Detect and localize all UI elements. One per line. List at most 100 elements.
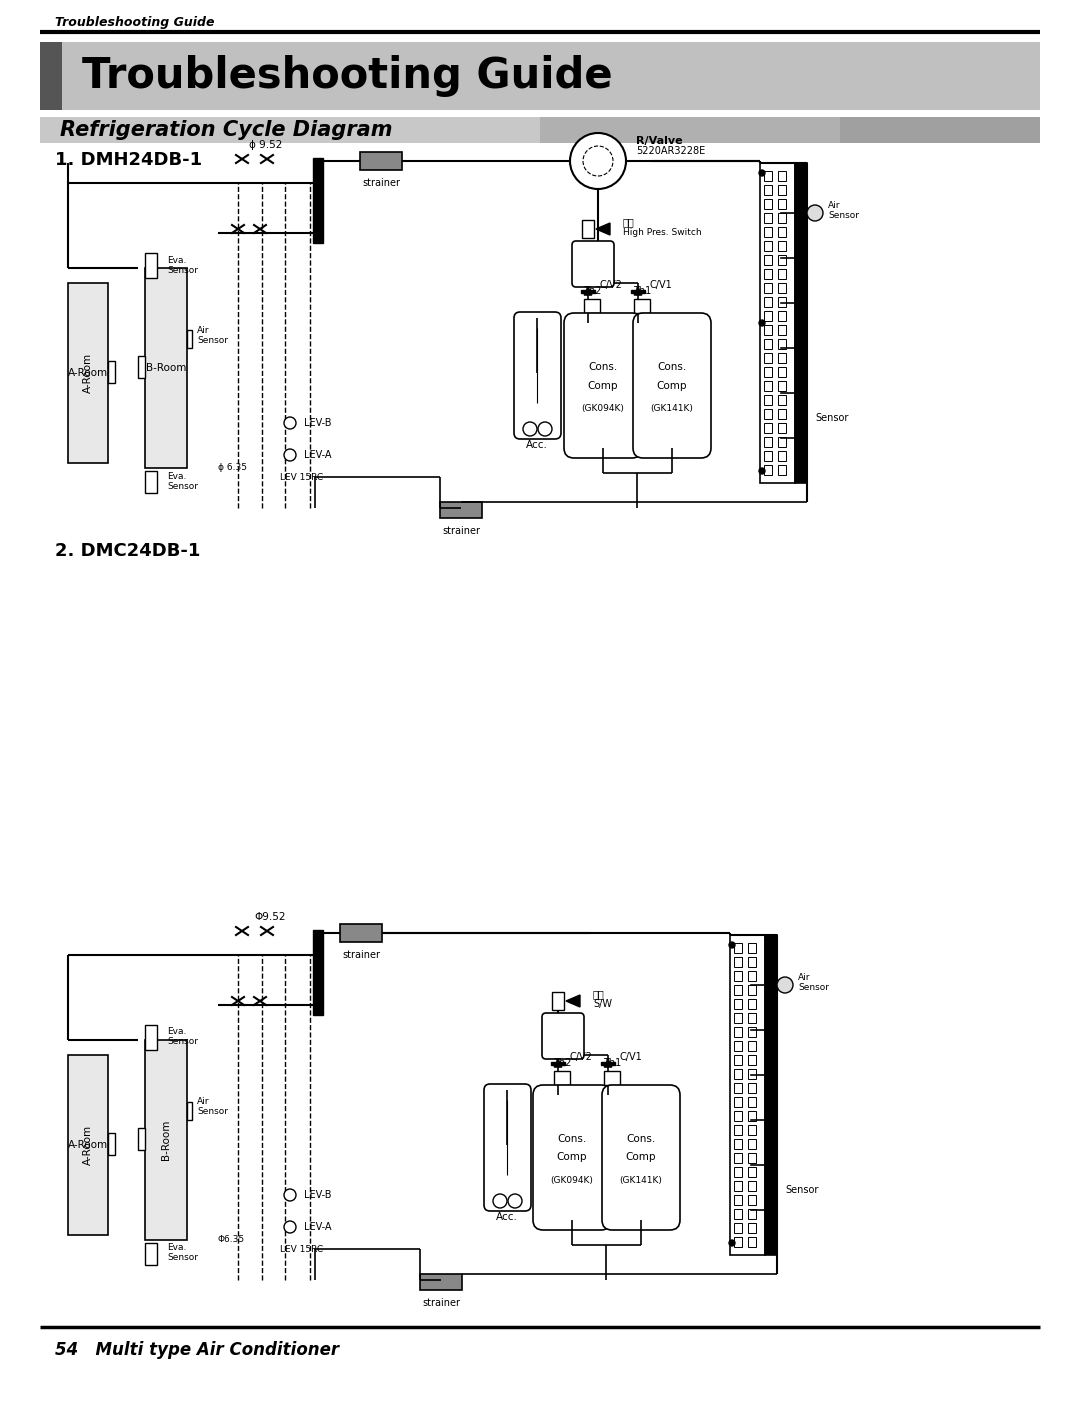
Bar	[734, 1125, 742, 1135]
Bar	[778, 200, 786, 209]
Text: R/Valve: R/Valve	[636, 136, 683, 146]
Text: Comp: Comp	[588, 381, 618, 391]
Bar	[440, 502, 482, 518]
Text: 2. DMC24DB-1: 2. DMC24DB-1	[55, 542, 201, 561]
Circle shape	[759, 320, 765, 326]
Bar	[748, 1139, 756, 1149]
Bar	[748, 1069, 756, 1079]
Text: A-Room: A-Room	[83, 1125, 93, 1165]
Bar	[40, 117, 540, 143]
Text: Air: Air	[197, 326, 210, 334]
Text: Th2: Th2	[553, 1058, 571, 1068]
Bar	[764, 339, 772, 348]
Bar	[734, 999, 742, 1009]
Text: Cons.: Cons.	[589, 361, 618, 372]
Bar	[764, 311, 772, 320]
Polygon shape	[566, 995, 580, 1007]
Text: Th1: Th1	[633, 287, 651, 296]
Bar	[68, 282, 108, 464]
Text: High Pres. Switch: High Pres. Switch	[623, 228, 702, 236]
FancyBboxPatch shape	[633, 313, 711, 458]
Bar	[138, 355, 145, 378]
FancyBboxPatch shape	[572, 242, 615, 287]
Text: Acc.: Acc.	[526, 440, 548, 450]
Bar	[748, 1125, 756, 1135]
Circle shape	[729, 941, 735, 948]
Bar	[634, 299, 650, 313]
Bar	[764, 367, 772, 377]
Text: S/W: S/W	[593, 999, 612, 1009]
Bar	[584, 299, 600, 313]
Text: Th1: Th1	[603, 1058, 621, 1068]
Bar	[764, 214, 772, 223]
Text: strainer: strainer	[342, 950, 380, 960]
Bar	[764, 423, 772, 433]
Bar	[795, 163, 807, 483]
Bar	[748, 1097, 756, 1107]
Bar	[748, 999, 756, 1009]
Text: LEV-A: LEV-A	[303, 450, 332, 459]
Text: C/V2: C/V2	[600, 280, 623, 289]
FancyBboxPatch shape	[542, 1013, 584, 1059]
Bar	[778, 423, 786, 433]
Text: Troubleshooting Guide: Troubleshooting Guide	[82, 55, 612, 97]
Bar	[145, 1243, 157, 1264]
Bar	[734, 1111, 742, 1121]
Bar	[734, 1182, 742, 1191]
Text: B-Room: B-Room	[146, 362, 186, 372]
Bar	[581, 289, 595, 294]
Bar	[748, 1013, 756, 1023]
Polygon shape	[596, 223, 610, 235]
FancyBboxPatch shape	[602, 1085, 680, 1229]
Text: Air: Air	[828, 201, 840, 209]
Bar	[764, 296, 772, 308]
Text: 고압: 고압	[593, 989, 605, 999]
Text: Cons.: Cons.	[658, 361, 687, 372]
Text: 1. DMH24DB-1: 1. DMH24DB-1	[55, 150, 202, 169]
Bar	[778, 228, 786, 237]
Text: Φ6.35: Φ6.35	[218, 1235, 245, 1243]
Bar	[734, 943, 742, 953]
FancyBboxPatch shape	[564, 313, 642, 458]
Bar	[764, 409, 772, 419]
Bar	[187, 330, 192, 348]
Bar	[551, 1062, 565, 1065]
Circle shape	[284, 450, 296, 461]
Bar	[778, 339, 786, 348]
Text: Troubleshooting Guide: Troubleshooting Guide	[55, 15, 215, 28]
Text: strainer: strainer	[422, 1298, 460, 1308]
Bar	[764, 395, 772, 405]
Text: Air: Air	[197, 1097, 210, 1107]
Bar	[764, 171, 772, 181]
Bar	[765, 934, 777, 1255]
Text: 5220AR3228E: 5220AR3228E	[636, 146, 705, 156]
Bar	[748, 943, 756, 953]
Bar	[734, 985, 742, 995]
Bar	[748, 1168, 756, 1177]
Bar	[313, 930, 323, 1014]
Bar	[360, 152, 402, 170]
Text: Acc.: Acc.	[496, 1213, 518, 1222]
Bar	[108, 361, 114, 384]
Bar	[748, 1236, 756, 1248]
Bar	[764, 282, 772, 294]
Bar	[764, 465, 772, 475]
Text: strainer: strainer	[442, 525, 480, 535]
Text: Air: Air	[798, 972, 810, 982]
Bar	[730, 934, 765, 1255]
Text: Eva.: Eva.	[167, 256, 187, 264]
Bar	[748, 1208, 756, 1220]
Text: B-Room: B-Room	[161, 1120, 171, 1161]
Bar	[748, 1111, 756, 1121]
Text: Comp: Comp	[625, 1152, 657, 1162]
Bar	[145, 253, 157, 278]
Text: A-Room: A-Room	[68, 1139, 108, 1151]
Bar	[748, 971, 756, 981]
Bar	[778, 214, 786, 223]
Text: Sensor: Sensor	[167, 1037, 198, 1047]
Bar	[748, 957, 756, 967]
Text: Sensor: Sensor	[167, 266, 198, 274]
Bar	[734, 957, 742, 967]
Circle shape	[777, 976, 793, 993]
Bar	[748, 1027, 756, 1037]
